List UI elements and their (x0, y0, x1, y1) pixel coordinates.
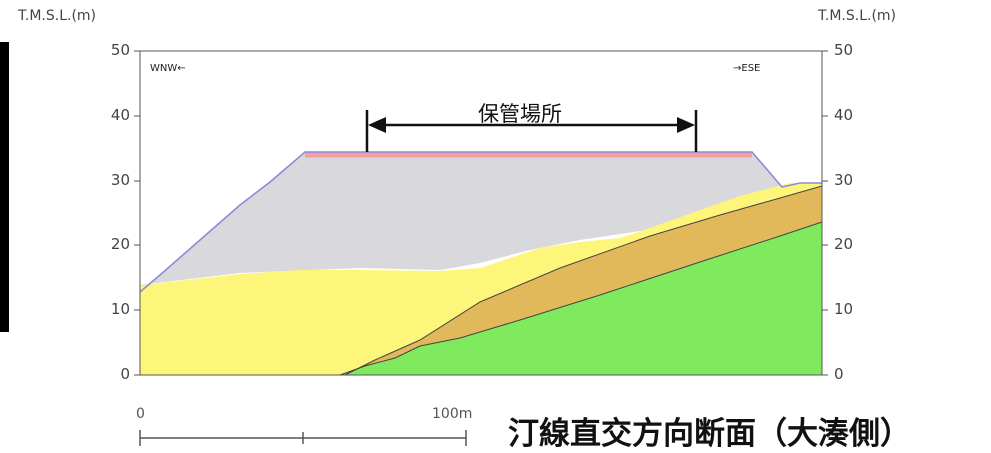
left-tick-label: 0 (120, 365, 130, 383)
section-title: 汀線直交方向断面（大湊側） (508, 416, 911, 452)
layer-boundary-line (339, 221, 823, 376)
left-edge-bar (0, 42, 9, 332)
right-tick-label: 20 (834, 235, 854, 253)
right-tick-label: 30 (834, 171, 854, 189)
storage-area-arrow (365, 110, 698, 152)
ground-surface-line (139, 151, 822, 293)
direction-ese: →ESE (733, 63, 761, 74)
left-tick-label: 10 (110, 300, 130, 318)
right-tick-label: 40 (834, 106, 854, 124)
arrow-head-left (368, 117, 386, 133)
plot-frame (139, 50, 823, 376)
left-tick-label: 20 (110, 235, 130, 253)
soil-layer-orange (345, 186, 822, 375)
scale-end-label: 100m (432, 406, 473, 422)
scale-start-label: 0 (136, 406, 145, 422)
soil-layer-green (340, 222, 822, 375)
scale-bar (139, 430, 467, 446)
axis-ticks (134, 50, 828, 376)
fill-layer-gray (140, 152, 782, 292)
right-axis-unit: T.M.S.L.(m) (818, 8, 897, 24)
layer-boundary-line (344, 185, 823, 376)
soil-layer-yellow (140, 183, 822, 375)
left-tick-label: 30 (110, 171, 130, 189)
direction-wnw: WNW← (150, 63, 186, 74)
right-tick-label: 10 (834, 300, 854, 318)
arrow-head-right (677, 117, 695, 133)
storage-area-label: 保管場所 (478, 102, 562, 126)
right-tick-label: 50 (834, 41, 854, 59)
left-tick-label: 50 (110, 41, 130, 59)
right-tick-label: 0 (834, 365, 844, 383)
left-axis-unit: T.M.S.L.(m) (18, 8, 97, 24)
left-tick-label: 40 (110, 106, 130, 124)
